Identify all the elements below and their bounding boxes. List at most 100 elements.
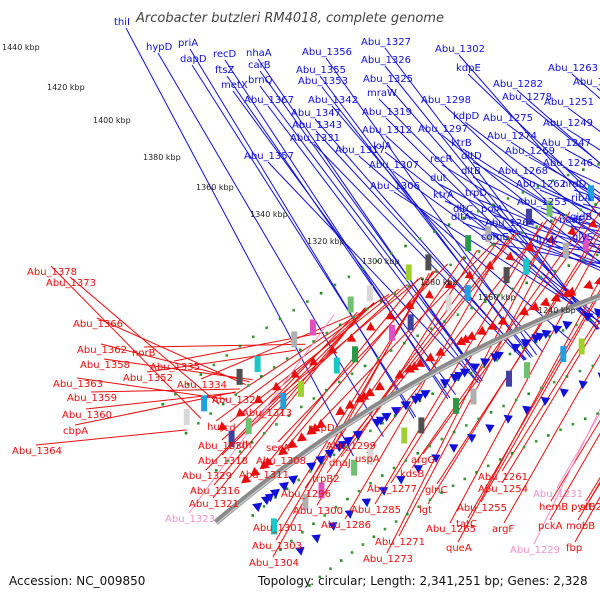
ring-dot bbox=[309, 470, 312, 473]
connector-line bbox=[441, 134, 600, 263]
position-label: 1380 kbp bbox=[143, 153, 181, 162]
ring-dot bbox=[575, 323, 578, 327]
reverse-gene-arrow bbox=[588, 218, 598, 229]
gene-label: Abu_1312 bbox=[362, 125, 412, 136]
reverse-gene-arrow bbox=[311, 423, 321, 432]
ring-dot bbox=[540, 386, 543, 390]
ring-dot bbox=[463, 256, 467, 260]
reverse-gene-arrow bbox=[328, 344, 338, 354]
gene-label: ftsZ bbox=[215, 65, 234, 76]
connector-line bbox=[69, 276, 220, 405]
ring-dot bbox=[319, 291, 323, 295]
gene-label: slt bbox=[580, 502, 592, 513]
forward-gene-arrow bbox=[578, 380, 588, 390]
gene-label: Abu_1273 bbox=[363, 554, 413, 565]
connector-line bbox=[501, 320, 600, 484]
feature-block bbox=[318, 482, 325, 499]
forward-gene-arrow bbox=[540, 396, 551, 406]
ring-dot bbox=[428, 444, 432, 448]
feature-block bbox=[228, 430, 235, 447]
ring-dot bbox=[383, 527, 387, 531]
gene-label: Abu_1247 bbox=[541, 138, 591, 149]
gene-label: Abu_1335 bbox=[150, 362, 200, 373]
gene-label: Abu_1275 bbox=[483, 113, 533, 124]
reverse-gene-arrow bbox=[272, 381, 282, 391]
feature-block bbox=[280, 392, 287, 409]
connector-line bbox=[224, 59, 449, 400]
ring-dot bbox=[502, 404, 505, 408]
reverse-gene-arrow bbox=[444, 279, 454, 289]
ring-dot bbox=[184, 431, 188, 435]
connector-line bbox=[200, 314, 353, 380]
forward-gene-arrow bbox=[287, 475, 299, 485]
ring-dot bbox=[333, 283, 337, 287]
forward-gene-arrow bbox=[414, 393, 424, 403]
connector-line bbox=[226, 75, 451, 399]
gene-label: Abu_1358 bbox=[80, 360, 130, 371]
gene-label: pckA bbox=[538, 521, 563, 532]
ring-dot bbox=[418, 237, 422, 241]
connector-line bbox=[457, 278, 600, 543]
reverse-gene-arrow bbox=[404, 363, 415, 373]
gene-label: Abu_1298 bbox=[421, 95, 471, 106]
reverse-gene-arrow bbox=[394, 369, 405, 379]
topology-text: Topology: circular; Length: 2,341,251 bp… bbox=[258, 574, 588, 588]
gene-label: Abu_1317 bbox=[335, 145, 385, 156]
position-label: 1400 kbp bbox=[93, 116, 131, 125]
gene-label: Abu_1364 bbox=[12, 446, 62, 457]
gene-label: Abu_1286 bbox=[321, 520, 371, 531]
gene-label: glyS bbox=[572, 232, 593, 243]
gene-label: Abu_1231 bbox=[533, 489, 583, 500]
forward-gene-arrow bbox=[583, 312, 594, 322]
ring-dot bbox=[447, 223, 451, 226]
connector-line bbox=[257, 58, 481, 383]
ring-dot bbox=[551, 179, 555, 182]
ring-dot bbox=[581, 258, 585, 262]
ring-dot bbox=[312, 340, 315, 343]
ring-dot bbox=[320, 461, 324, 465]
gene-label: brnQ bbox=[248, 75, 273, 86]
forward-gene-arrow bbox=[344, 510, 354, 519]
ring-dot bbox=[564, 213, 568, 217]
ring-dot bbox=[456, 378, 460, 382]
gene-label: fbp bbox=[566, 543, 582, 554]
connector-line bbox=[516, 89, 600, 165]
reverse-gene-arrow bbox=[254, 394, 264, 404]
ring-dot bbox=[552, 380, 556, 384]
reverse-gene-arrow bbox=[460, 334, 471, 344]
ring-dot bbox=[292, 308, 295, 312]
ring-dot bbox=[449, 263, 452, 267]
feature-block bbox=[470, 388, 477, 405]
connector-line bbox=[503, 353, 600, 524]
connector-line bbox=[189, 48, 415, 419]
ring-dot bbox=[300, 405, 303, 409]
feature-block bbox=[546, 200, 553, 217]
ring-dot bbox=[285, 357, 289, 360]
gene-label: Abu_1300 bbox=[293, 506, 343, 517]
forward-gene-arrow bbox=[520, 338, 532, 348]
gene-label: Abu_1307 bbox=[369, 160, 419, 171]
ring-dot bbox=[463, 477, 467, 481]
forward-gene-arrow bbox=[375, 416, 386, 426]
gene-label: Abu_1331 bbox=[290, 133, 340, 144]
gene-label: dltD bbox=[461, 151, 482, 162]
gene-label: Abu_1271 bbox=[375, 537, 425, 548]
ring-dot bbox=[363, 364, 367, 368]
gene-label: Abu_1306 bbox=[370, 181, 420, 192]
connector-line bbox=[157, 52, 384, 437]
forward-gene-arrow bbox=[541, 329, 552, 339]
ring-dot bbox=[369, 429, 372, 433]
ring-dot bbox=[199, 373, 203, 376]
gene-label: Abu_1343 bbox=[292, 120, 342, 131]
forward-gene-arrow bbox=[480, 358, 491, 368]
forward-gene-arrow bbox=[535, 332, 545, 342]
ring-dot bbox=[578, 369, 582, 373]
forward-gene-arrow bbox=[597, 372, 600, 379]
feature-block bbox=[465, 235, 472, 252]
forward-gene-arrow bbox=[454, 371, 464, 381]
gene-label: gidB bbox=[570, 212, 592, 223]
reverse-gene-arrow bbox=[497, 316, 508, 325]
ring-dot bbox=[347, 275, 351, 279]
forward-gene-arrow bbox=[391, 407, 402, 416]
